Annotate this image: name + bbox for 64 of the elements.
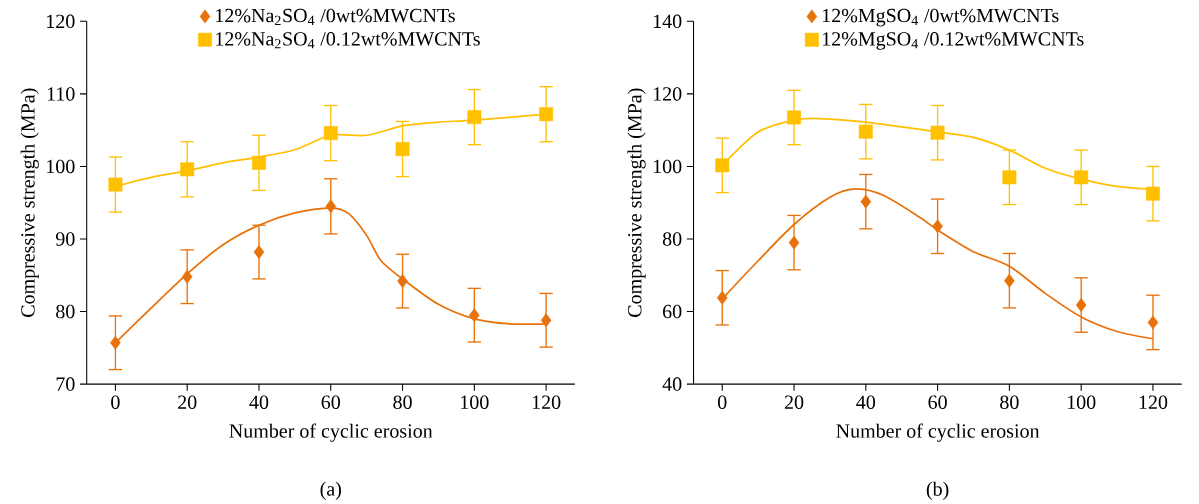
x-tick-label: 100 [1067,395,1096,409]
point [716,290,728,305]
legend-label: 12%MgSO$_{4}$ /0wt%MWCNTs [822,8,1059,27]
point [395,142,410,156]
point [252,155,266,170]
point [858,124,873,139]
point [180,162,195,177]
x-tick-label: 0 [111,395,120,409]
point [110,335,121,350]
x-tick-label: 20 [178,395,197,409]
point [108,177,123,192]
point [181,269,193,284]
point [1075,298,1087,312]
x-tick-label: 40 [856,395,876,409]
point [469,308,480,323]
text: (a) [320,481,341,500]
y-tick-label: 80 [56,304,75,319]
x-tick-label: 20 [784,395,804,409]
point [1004,273,1015,288]
point [397,274,408,288]
point [253,245,265,259]
point [540,313,552,328]
x-tick-label: 100 [461,395,489,409]
y-tick-label: 90 [55,232,75,246]
point [715,158,730,173]
y-tick-label: 70 [56,377,75,391]
point [1074,170,1089,185]
point [325,199,337,214]
point [467,110,482,124]
y-tick-label: 80 [662,232,682,246]
y-tick-label: 120 [47,14,75,29]
legend-label: 12%MgSO$_{4}$ /0.12wt%MWCNTs [822,32,1084,50]
x-tick-label: 80 [1000,395,1019,409]
point [323,126,338,140]
x-tick-label: 40 [249,395,269,409]
x-tick-label: 60 [321,395,341,409]
y-tick-label: 110 [47,87,75,101]
legend-label: 12%Na$_{2}$SO$_{4}$ /0wt%MWCNTs [216,8,455,25]
point [1146,186,1160,201]
point [1147,315,1159,330]
x-tick-label: 120 [1139,395,1168,409]
x-tick-label: 0 [718,395,727,409]
y-tick-label: 100 [47,159,75,174]
point [539,107,554,122]
point [788,235,800,250]
point [930,125,945,140]
point [932,219,943,234]
y-tick-label: 60 [663,304,682,319]
x-axis-title: Number of cyclic erosion [229,423,433,442]
x-tick-label: 80 [393,395,412,409]
x-tick-label: 120 [532,395,561,409]
point [787,110,801,125]
x-tick-label: 60 [928,395,947,409]
y-tick-label: 100 [653,159,682,174]
point [1002,170,1017,185]
y-tick-label: 140 [653,14,682,29]
x-axis-title: Number of cyclic erosion [836,423,1040,442]
y-tick-label: 120 [653,87,682,101]
y-axis-title: Compressive strength (MPa) [627,88,646,317]
y-tick-label: 40 [662,377,682,391]
y-axis-title: Compressive strength (MPa) [20,88,39,317]
point [860,194,872,209]
text: (b) [926,481,949,500]
legend-label: 12%Na$_{2}$SO$_{4}$ /0.12wt%MWCNTs [216,32,480,49]
